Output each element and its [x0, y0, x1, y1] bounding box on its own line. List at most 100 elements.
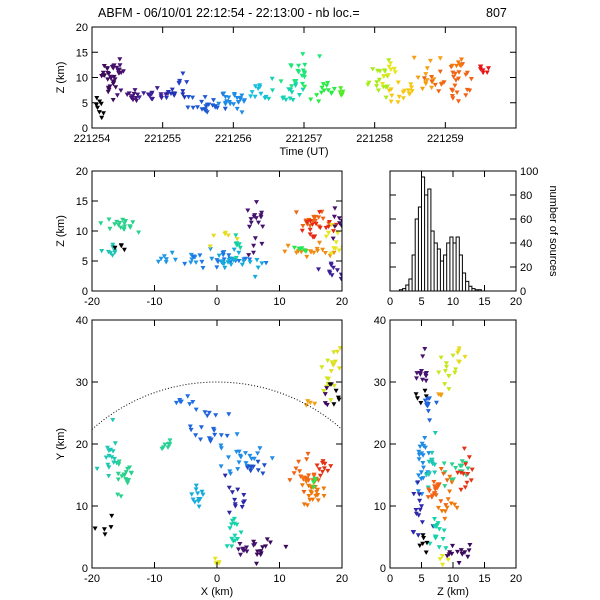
x_height-source-point: [233, 255, 239, 261]
height_y-x-tick-label: 15: [478, 573, 490, 585]
plan_view-source-point: [303, 403, 309, 408]
time_height-source-point: [239, 110, 245, 115]
plan_view-source-point: [106, 448, 112, 454]
time_height-source-point: [241, 99, 247, 104]
plan_view-source-point: [258, 549, 264, 554]
time_height-source-point: [269, 76, 275, 82]
time_height-source-point: [395, 100, 401, 105]
plan_view-source-point: [291, 471, 297, 476]
height_y-source-point: [434, 485, 440, 491]
plan_view-source-point: [325, 468, 331, 474]
x_height-source-point: [163, 257, 169, 262]
height_y-source-point: [448, 501, 454, 506]
x_height-source-point: [182, 261, 188, 267]
time_height-source-point: [468, 77, 474, 82]
height_y-source-point: [426, 451, 432, 456]
x_height-source-point: [110, 253, 115, 258]
time_height-source-point: [454, 90, 460, 95]
plan_view-source-point: [328, 369, 334, 374]
x_height-source-point: [247, 257, 253, 262]
time_height-source-point: [302, 84, 308, 90]
plan_view-source-point: [321, 466, 327, 471]
plan_view-source-point: [306, 483, 312, 489]
height_y-source-point: [454, 505, 460, 511]
plan_view-source-point: [185, 394, 191, 399]
x_height-source-point: [251, 250, 256, 256]
height_y-source-point: [429, 457, 435, 463]
time_height-source-point: [180, 71, 186, 76]
plan_view-source-point: [257, 446, 263, 451]
plan_view-source-point: [224, 433, 230, 439]
x_height-source-point: [234, 242, 240, 248]
plan_view-source-point: [229, 536, 235, 542]
x_height-source-point: [254, 258, 260, 263]
time_height-source-point: [374, 80, 380, 85]
time_height-source-point: [302, 62, 308, 68]
x_height-source-point: [331, 214, 337, 220]
time_height-source-point: [328, 91, 334, 96]
height_histogram-y-tick-label: 0: [520, 286, 526, 298]
plan_view-source-point: [226, 412, 232, 417]
time_height-source-point: [221, 91, 227, 96]
time_height-source-point: [464, 87, 470, 93]
x_height-source-point: [226, 253, 232, 258]
x_height-y-tick-label: 10: [76, 226, 88, 238]
time_height-source-point: [107, 84, 113, 89]
x_height-source-point: [214, 265, 220, 270]
plan_view-source-point: [162, 442, 168, 447]
plan_view-source-point: [308, 489, 314, 494]
plan_view-source-point: [128, 470, 134, 476]
time_height-source-point: [386, 64, 392, 70]
x_height-source-point: [112, 248, 118, 254]
x_height-source-point: [220, 260, 226, 265]
plan_view-source-point: [232, 502, 238, 507]
time_height-source-point: [449, 94, 455, 99]
plan_view-source-point: [311, 480, 316, 485]
time_height-source-point: [216, 101, 222, 107]
x_height-source-point: [130, 220, 136, 225]
x_height-source-point: [106, 249, 111, 255]
height_y-source-point: [435, 521, 441, 526]
height_y-source-point: [433, 535, 439, 540]
plan_view-source-point: [283, 544, 289, 550]
time_height-source-point: [464, 70, 470, 76]
x_height-source-point: [331, 246, 337, 251]
x_height-source-point: [229, 256, 235, 262]
x_height-source-point: [307, 223, 313, 229]
height_y-source-point: [469, 467, 475, 472]
time_height-source-point: [382, 69, 388, 74]
plan_view-source-point: [331, 350, 337, 355]
time_height-x-axis-label: Time (UT): [279, 146, 328, 158]
x_height-source-point: [239, 262, 245, 268]
x_height-source-point: [237, 245, 243, 251]
plan_view-source-point: [112, 441, 118, 446]
x_height-source-point: [338, 223, 342, 228]
time_height-source-point: [132, 88, 138, 93]
time_height-source-point: [424, 78, 430, 83]
time_height-source-point: [252, 94, 258, 100]
time_height-source-point: [258, 91, 264, 97]
time_height-source-point: [370, 67, 376, 72]
x_height-source-point: [122, 221, 127, 226]
x_height-source-point: [328, 263, 334, 268]
height_y-source-point: [415, 489, 421, 494]
x_height-source-point: [255, 265, 261, 270]
height_y-source-point: [419, 504, 424, 509]
time_height-source-point: [203, 108, 209, 114]
time_height-source-point: [278, 79, 284, 84]
time_height-source-point: [120, 69, 126, 74]
time_height-source-point: [409, 85, 414, 90]
time_height-source-point: [407, 92, 413, 97]
x_height-source-point: [328, 251, 334, 256]
time_height-source-point: [94, 96, 100, 101]
plan_view-source-point: [115, 477, 121, 482]
x_height-source-point: [136, 230, 142, 235]
plan_view-source-point: [109, 513, 115, 519]
plan_view-source-point: [218, 433, 224, 438]
height_y-source-point: [443, 503, 449, 508]
time_height-source-point: [115, 68, 121, 74]
x_height-source-point: [234, 237, 240, 242]
height_y-source-point: [429, 450, 435, 456]
time_height-source-point: [314, 93, 320, 98]
